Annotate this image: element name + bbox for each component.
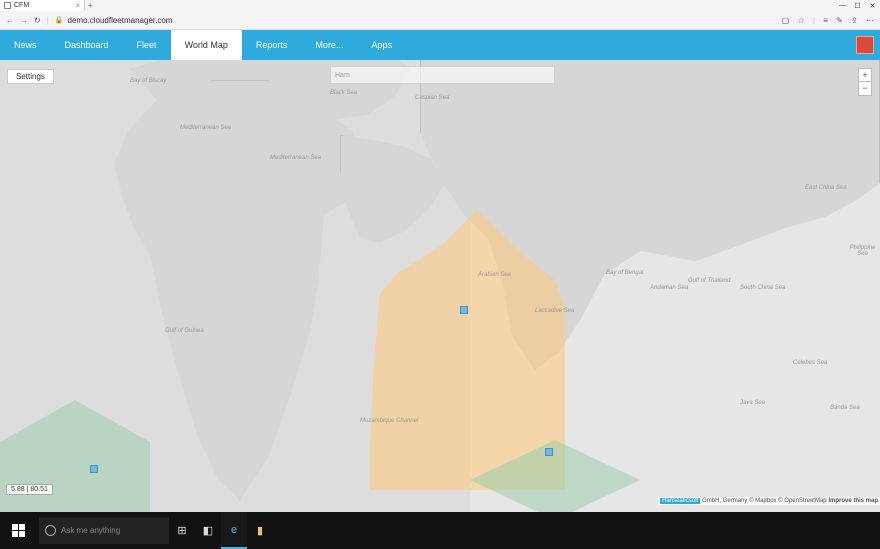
vessel-marker[interactable] xyxy=(545,448,553,456)
label-thailand: Gulf of Thailand xyxy=(688,278,730,284)
nav-world-map[interactable]: World Map xyxy=(171,30,242,60)
zoom-in-button[interactable]: + xyxy=(859,69,871,82)
label-black: Black Sea xyxy=(330,90,357,96)
nav-more[interactable]: More... xyxy=(301,30,357,60)
task-view-button[interactable]: ⊞ xyxy=(169,512,195,549)
reading-view-icon[interactable]: ▢ xyxy=(782,16,790,25)
separator: | xyxy=(813,16,815,25)
nav-dashboard[interactable]: Dashboard xyxy=(51,30,123,60)
label-caspian: Caspian Sea xyxy=(415,95,449,101)
user-avatar[interactable] xyxy=(856,36,874,54)
search-placeholder: Ham xyxy=(335,72,350,79)
vessel-marker[interactable] xyxy=(460,306,468,314)
label-philippine: Philippine Sea xyxy=(845,245,880,257)
notes-icon[interactable]: ✎ xyxy=(836,16,843,25)
browser-titlebar: CFM × + — ☐ ✕ xyxy=(0,0,880,11)
windows-taskbar: Ask me anything ⊞ ◧ e ▮ xyxy=(0,512,880,549)
windows-logo-icon xyxy=(12,524,25,537)
label-laccadive: Laccadive Sea xyxy=(535,308,574,314)
start-button[interactable] xyxy=(0,512,37,549)
label-echina: East China Sea xyxy=(805,185,847,191)
separator: | xyxy=(47,16,49,25)
browser-actions: ▢ ☆ | ≡ ✎ ⇪ ⋯ xyxy=(776,16,874,25)
window-controls: — ☐ ✕ xyxy=(835,2,880,10)
label-celebes: Celebes Sea xyxy=(793,360,827,366)
address-bar: ← → ↻ | 🔒 demo.cloudfleetmanager.com ▢ ☆… xyxy=(0,11,880,30)
back-button[interactable]: ← xyxy=(6,16,14,25)
nav-reports[interactable]: Reports xyxy=(242,30,302,60)
forward-button[interactable]: → xyxy=(20,16,28,25)
nav-fleet[interactable]: Fleet xyxy=(123,30,171,60)
label-biscay: Bay of Biscay xyxy=(130,78,166,84)
label-mozambique: Mozambique Channel xyxy=(360,418,418,424)
label-med1: Mediterranean Sea xyxy=(180,125,231,131)
vessel-marker[interactable] xyxy=(90,465,98,473)
taskbar-edge[interactable]: e xyxy=(221,512,247,549)
map-attribution: Hanseaticsoft GmbH, Germany © Mapbox © O… xyxy=(658,497,880,505)
label-schina: South China Sea xyxy=(740,285,785,291)
tab-title: CFM xyxy=(14,2,29,9)
nav-news[interactable]: News xyxy=(0,30,51,60)
label-med2: Mediterranean Sea xyxy=(270,155,321,161)
label-bengal: Bay of Bengal xyxy=(606,270,643,276)
attribution-text: GmbH, Germany © Mapbox © OpenStreetMap xyxy=(700,498,828,504)
browser-tab[interactable]: CFM × xyxy=(0,0,85,11)
label-arabian: Arabian Sea xyxy=(478,272,511,278)
label-java: Java Sea xyxy=(740,400,765,406)
label-guinea: Gulf of Guinea xyxy=(165,328,204,334)
favorite-icon[interactable]: ☆ xyxy=(798,16,805,25)
app-nav: News Dashboard Fleet World Map Reports M… xyxy=(0,30,880,60)
new-tab-button[interactable]: + xyxy=(85,1,96,10)
url-text[interactable]: demo.cloudfleetmanager.com xyxy=(68,16,776,25)
close-button[interactable]: ✕ xyxy=(865,2,880,10)
zoom-out-button[interactable]: − xyxy=(859,82,871,95)
map-search-input[interactable]: Ham xyxy=(330,66,555,84)
cortana-search[interactable]: Ask me anything xyxy=(39,517,169,544)
attribution-brand: Hanseaticsoft xyxy=(660,498,700,504)
nav-apps[interactable]: Apps xyxy=(357,30,406,60)
world-map[interactable]: Bay of Biscay Black Sea Mediterranean Se… xyxy=(0,60,880,512)
zoom-control: + − xyxy=(858,68,872,96)
label-andaman: Andaman Sea xyxy=(650,285,688,291)
taskbar-explorer[interactable]: ▮ xyxy=(247,512,273,549)
share-icon[interactable]: ⇪ xyxy=(851,16,858,25)
coordinates-readout: 5.88 | 80.51 xyxy=(6,484,53,495)
more-icon[interactable]: ⋯ xyxy=(866,16,874,25)
attribution-link[interactable]: Improve this map xyxy=(828,498,878,504)
map-settings-button[interactable]: Settings xyxy=(7,69,54,84)
taskbar-app[interactable]: ◧ xyxy=(195,512,221,549)
label-banda: Banda Sea xyxy=(830,405,860,411)
close-tab-icon[interactable]: × xyxy=(75,1,80,10)
hub-icon[interactable]: ≡ xyxy=(823,16,828,25)
page-icon xyxy=(4,2,11,9)
cortana-placeholder: Ask me anything xyxy=(61,526,120,535)
maximize-button[interactable]: ☐ xyxy=(850,2,865,10)
lock-icon: 🔒 xyxy=(55,16,64,24)
cortana-icon xyxy=(45,525,56,536)
minimize-button[interactable]: — xyxy=(835,2,850,10)
refresh-button[interactable]: ↻ xyxy=(34,16,41,25)
